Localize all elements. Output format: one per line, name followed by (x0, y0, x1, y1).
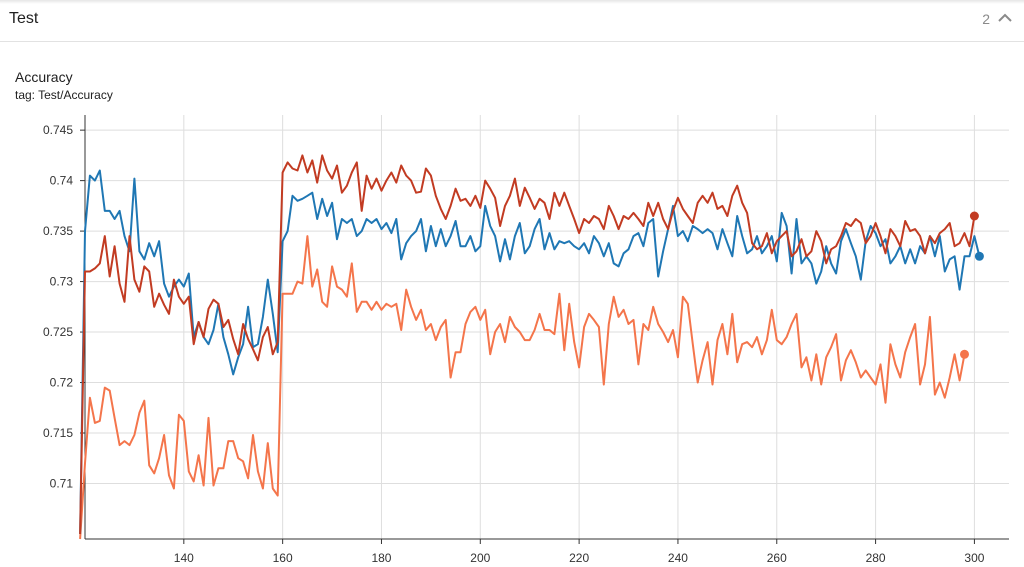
series-endpoint-orange (960, 349, 969, 359)
x-tick-label: 300 (964, 551, 984, 565)
series-endpoint-blue (974, 251, 984, 261)
y-tick-label: 0.72 (50, 376, 74, 390)
chart-tag: tag: Test/Accuracy (15, 88, 113, 102)
y-tick-label: 0.74 (50, 174, 74, 188)
x-tick-label: 200 (470, 551, 490, 565)
section-count: 2 (982, 11, 990, 27)
y-tick-label: 0.735 (43, 224, 73, 238)
y-tick-label: 0.745 (43, 123, 73, 137)
top-shadow (0, 0, 1024, 4)
series-line-red (79, 154, 976, 535)
x-tick-label: 240 (668, 551, 688, 565)
x-tick-label: 220 (569, 551, 589, 565)
series-line-blue (79, 169, 981, 535)
series-endpoint-red (969, 211, 979, 221)
chevron-up-icon[interactable] (996, 9, 1014, 27)
tick-labels: 0.71 0.715 0.72 0.725 0.73 0.735 0.74 0.745 140 1… (43, 123, 985, 565)
series-lines (79, 154, 984, 540)
x-tick-label: 260 (767, 551, 787, 565)
x-tick-label: 160 (273, 551, 293, 565)
y-tick-label: 0.71 (50, 476, 74, 490)
chart-title: Accuracy (15, 69, 73, 85)
x-tick-label: 180 (371, 551, 391, 565)
y-tick-label: 0.715 (43, 426, 73, 440)
y-tick-label: 0.725 (43, 325, 73, 339)
y-tick-label: 0.73 (50, 275, 74, 289)
section-title: Test (9, 10, 39, 27)
series-line-orange (79, 235, 966, 540)
x-tick-label: 280 (866, 551, 886, 565)
x-tick-label: 140 (174, 551, 194, 565)
grid (85, 115, 1009, 539)
section-header[interactable]: Test 2 (0, 0, 1024, 42)
